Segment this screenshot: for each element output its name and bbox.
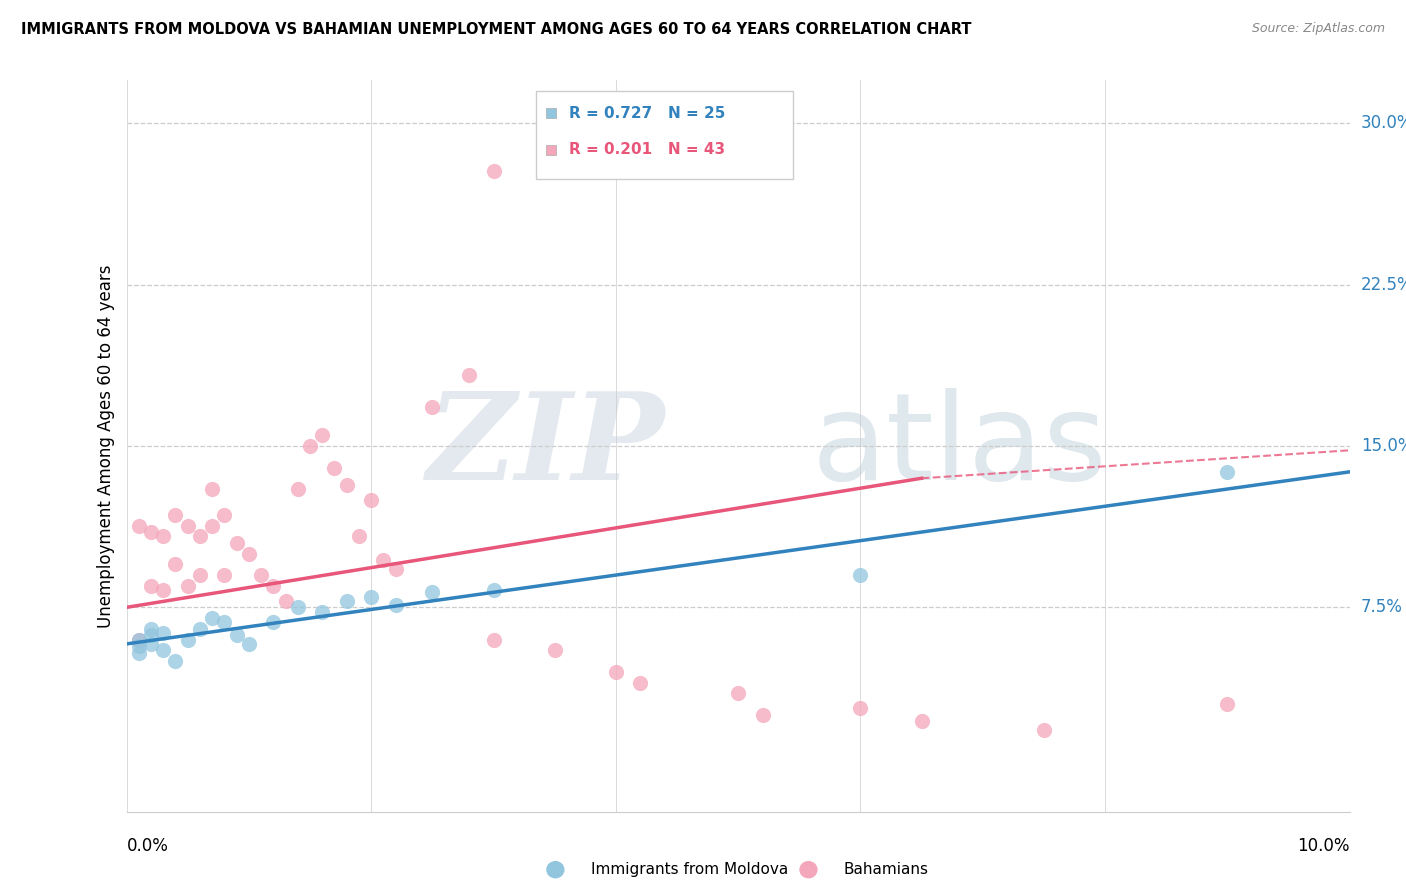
Point <box>422 401 444 415</box>
Point <box>225 536 247 550</box>
Point <box>214 508 236 522</box>
Point <box>482 583 505 598</box>
Point <box>225 628 247 642</box>
Point <box>201 482 224 496</box>
Point <box>201 611 224 625</box>
Point <box>384 561 406 575</box>
Y-axis label: Unemployment Among Ages 60 to 64 years: Unemployment Among Ages 60 to 64 years <box>97 264 115 628</box>
Point <box>543 643 565 657</box>
Point <box>299 439 322 453</box>
Point <box>214 568 236 582</box>
Text: ZIP: ZIP <box>426 387 665 505</box>
Point <box>422 585 444 599</box>
Bar <box>546 109 555 118</box>
Point <box>274 594 297 608</box>
Point <box>128 632 150 647</box>
Point <box>373 553 395 567</box>
Point <box>177 579 200 593</box>
Text: Bahamians: Bahamians <box>844 863 928 877</box>
Text: R = 0.727   N = 25: R = 0.727 N = 25 <box>569 105 725 120</box>
Text: 30.0%: 30.0% <box>1361 114 1406 132</box>
Point <box>287 600 309 615</box>
Point <box>139 637 162 651</box>
Point <box>1216 465 1239 479</box>
Text: 22.5%: 22.5% <box>1361 276 1406 293</box>
Point <box>384 598 406 612</box>
Point <box>336 477 359 491</box>
Point <box>165 508 187 522</box>
Point <box>262 579 284 593</box>
Point <box>139 622 162 636</box>
Point <box>238 547 260 561</box>
Point <box>139 628 162 642</box>
Text: atlas: atlas <box>811 387 1107 505</box>
Point <box>201 518 224 533</box>
Point <box>177 632 200 647</box>
Point <box>458 368 481 382</box>
Point <box>849 568 872 582</box>
Point <box>336 594 359 608</box>
Point <box>311 428 333 442</box>
Point <box>152 643 174 657</box>
Point <box>128 646 150 660</box>
Point <box>177 518 200 533</box>
FancyBboxPatch shape <box>536 91 793 179</box>
Point <box>1216 697 1239 711</box>
Point <box>139 524 162 539</box>
Point <box>360 590 382 604</box>
Text: 0.0%: 0.0% <box>127 837 169 855</box>
Point <box>849 701 872 715</box>
Point <box>911 714 934 729</box>
Text: 15.0%: 15.0% <box>1361 437 1406 455</box>
Point <box>188 622 211 636</box>
Point <box>628 675 651 690</box>
Point <box>482 163 505 178</box>
Point <box>165 654 187 668</box>
Point <box>128 639 150 653</box>
Point <box>250 568 273 582</box>
Point <box>152 626 174 640</box>
Text: Source: ZipAtlas.com: Source: ZipAtlas.com <box>1251 22 1385 36</box>
Point <box>323 460 346 475</box>
Point <box>751 707 773 722</box>
Point <box>347 529 370 543</box>
Point <box>262 615 284 630</box>
Point <box>287 482 309 496</box>
Point <box>188 529 211 543</box>
Text: R = 0.201   N = 43: R = 0.201 N = 43 <box>569 142 725 157</box>
Text: Immigrants from Moldova: Immigrants from Moldova <box>591 863 787 877</box>
Point <box>152 583 174 598</box>
Point <box>482 632 505 647</box>
Point <box>128 632 150 647</box>
Point <box>605 665 627 679</box>
Point <box>238 637 260 651</box>
Point <box>128 518 150 533</box>
Bar <box>546 145 555 154</box>
Text: 7.5%: 7.5% <box>1361 599 1403 616</box>
Point <box>360 492 382 507</box>
Point <box>311 605 333 619</box>
Point <box>165 558 187 572</box>
Point <box>139 579 162 593</box>
Text: IMMIGRANTS FROM MOLDOVA VS BAHAMIAN UNEMPLOYMENT AMONG AGES 60 TO 64 YEARS CORRE: IMMIGRANTS FROM MOLDOVA VS BAHAMIAN UNEM… <box>21 22 972 37</box>
Point <box>188 568 211 582</box>
Point <box>152 529 174 543</box>
Text: 10.0%: 10.0% <box>1298 837 1350 855</box>
Point <box>727 686 749 700</box>
Point <box>214 615 236 630</box>
Point <box>1033 723 1056 737</box>
